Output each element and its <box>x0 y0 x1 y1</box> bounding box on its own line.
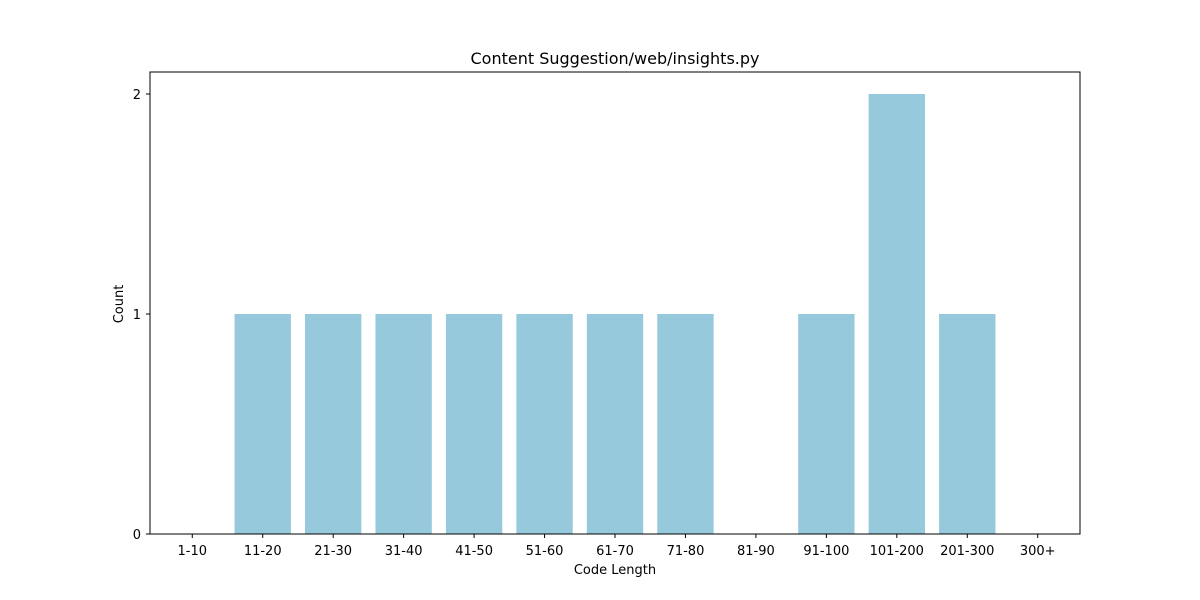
x-tick-label: 71-80 <box>667 544 705 559</box>
plot-frame <box>149 71 1081 535</box>
x-ticks-group: 1-10 11-20 21-30 31-40 41-50 51-60 61-70 71-80 8… <box>178 534 1056 559</box>
bar-41-50 <box>445 314 503 534</box>
x-tick-label: 101-200 <box>870 544 924 559</box>
x-tick-label: 41-50 <box>455 544 493 559</box>
x-tick-label: 31-40 <box>385 544 423 559</box>
bar-11-20 <box>234 314 291 534</box>
bar-71-80 <box>657 314 714 534</box>
x-tick-label: 201-300 <box>940 544 994 559</box>
bar-31-40 <box>375 314 432 534</box>
x-tick-label: 11-20 <box>244 544 282 559</box>
x-tick-label: 300+ <box>1020 544 1056 559</box>
x-tick-label: 21-30 <box>314 544 352 559</box>
x-axis-label: Code Length <box>574 563 656 578</box>
x-tick-label: 1-10 <box>178 544 208 559</box>
bar-101-200 <box>868 94 925 534</box>
x-tick-label: 81-90 <box>737 544 775 559</box>
bar-21-30 <box>305 314 362 534</box>
bar-51-60 <box>516 314 573 534</box>
y-axis-label: Count <box>112 285 127 324</box>
bar-61-70 <box>586 314 644 534</box>
y-tick-label: 2 <box>133 88 141 103</box>
bars-group <box>234 94 996 534</box>
y-tick-label: 0 <box>133 528 141 543</box>
y-ticks-group: 0 1 2 <box>133 88 150 543</box>
x-tick-label: 51-60 <box>526 544 564 559</box>
x-tick-label: 61-70 <box>596 544 634 559</box>
bar-91-100 <box>798 314 855 534</box>
y-tick-label: 1 <box>133 308 141 323</box>
x-tick-label: 91-100 <box>803 544 849 559</box>
chart-title: Content Suggestion/web/insights.py <box>470 49 759 68</box>
bar-201-300 <box>939 314 996 534</box>
